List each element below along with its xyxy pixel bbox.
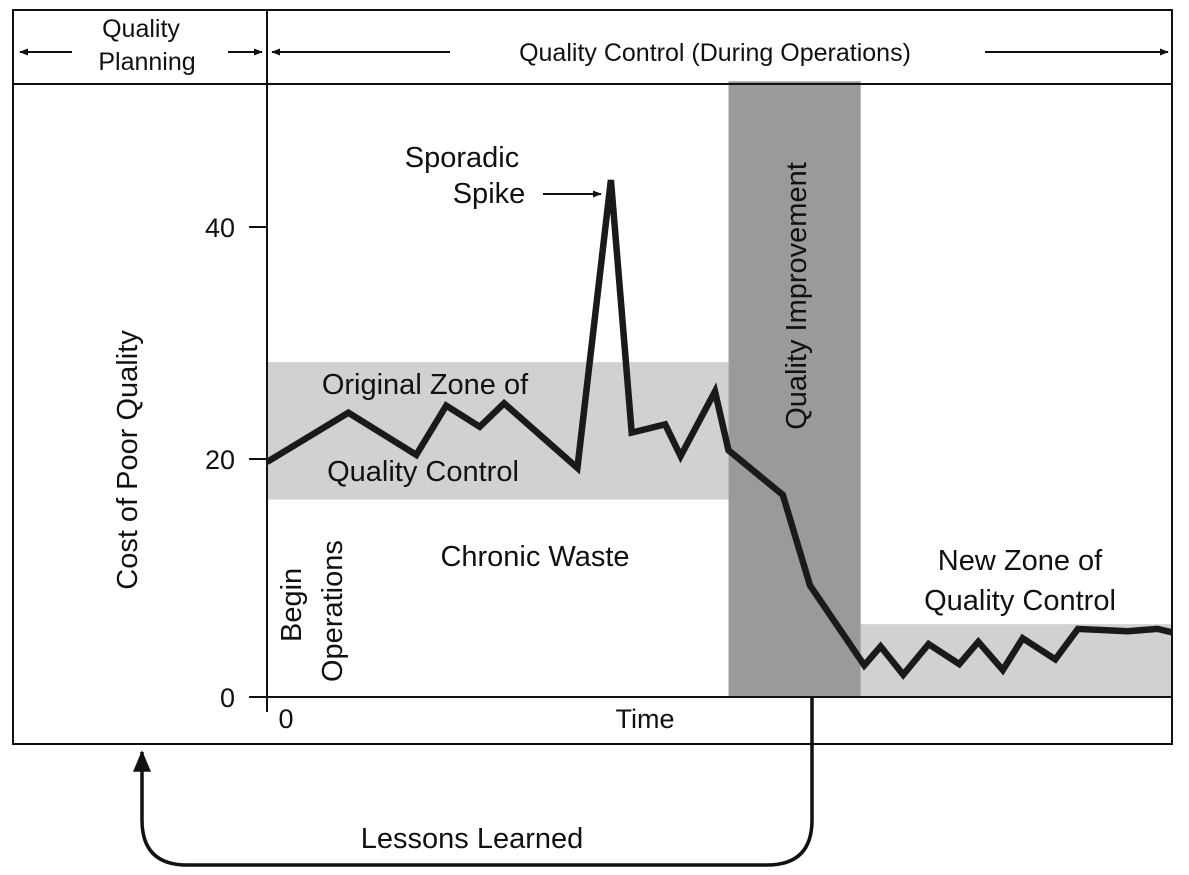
header-quality-planning-line1: Quality bbox=[102, 15, 180, 43]
outer-frame bbox=[12, 9, 1173, 745]
header-quality-planning-line2: Planning bbox=[98, 48, 195, 76]
y-axis-label: Cost of Poor Quality bbox=[112, 330, 144, 590]
chronic-waste-label: Chronic Waste bbox=[440, 541, 629, 573]
begin-operations-label-line1: Begin bbox=[276, 568, 308, 642]
y-tick-label-40: 40 bbox=[205, 213, 235, 243]
y-tick-label-20: 20 bbox=[205, 445, 235, 475]
new-zone-label-line2: Quality Control bbox=[924, 585, 1116, 617]
x-axis-label: Time bbox=[616, 704, 675, 734]
sporadic-spike-label-line1: Sporadic bbox=[405, 142, 519, 174]
lessons-learned-label: Lessons Learned bbox=[361, 823, 584, 855]
new-zone-label-line1: New Zone of bbox=[938, 545, 1103, 577]
new-zone-band bbox=[860, 624, 1172, 697]
begin-operations-label-line2: Operations bbox=[317, 540, 349, 682]
cost-of-poor-quality-line bbox=[265, 179, 1173, 680]
sporadic-spike-label-line2: Spike bbox=[453, 178, 526, 210]
original-zone-label-line2: Quality Control bbox=[327, 456, 519, 488]
lessons-learned-arrow bbox=[133, 697, 814, 867]
x-tick-label-0: 0 bbox=[278, 704, 293, 734]
quality-improvement-band bbox=[728, 81, 861, 698]
original-zone-label-line1: Original Zone of bbox=[322, 369, 529, 401]
y-tick-label-0: 0 bbox=[220, 683, 235, 713]
quality-improvement-label: Quality Improvement bbox=[781, 162, 813, 430]
header-quality-control: Quality Control (During Operations) bbox=[519, 39, 911, 67]
